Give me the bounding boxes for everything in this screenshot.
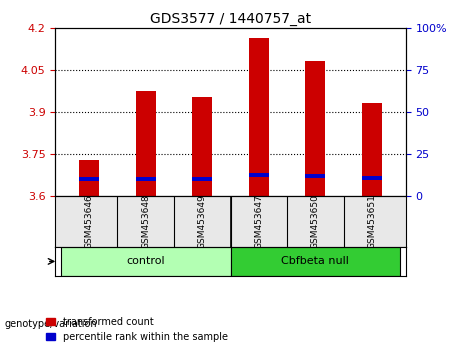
Title: GDS3577 / 1440757_at: GDS3577 / 1440757_at [150, 12, 311, 26]
Bar [192, 177, 212, 181]
Text: GSM453648: GSM453648 [141, 194, 150, 249]
Bar [249, 38, 269, 196]
Bar [79, 177, 99, 181]
FancyBboxPatch shape [61, 247, 230, 276]
Text: GSM453651: GSM453651 [367, 194, 376, 249]
FancyBboxPatch shape [230, 247, 400, 276]
Legend: transformed count, percentile rank within the sample: transformed count, percentile rank withi… [42, 313, 232, 346]
Bar [249, 173, 269, 177]
Bar [305, 61, 325, 196]
Text: Cbfbeta null: Cbfbeta null [281, 256, 349, 267]
Bar [79, 160, 99, 196]
Bar [192, 97, 212, 196]
Text: GSM453647: GSM453647 [254, 194, 263, 249]
Text: GSM453650: GSM453650 [311, 194, 320, 249]
Text: control: control [126, 256, 165, 267]
Text: genotype/variation: genotype/variation [5, 319, 97, 329]
Bar [136, 91, 156, 196]
Bar [305, 175, 325, 178]
Bar [362, 176, 382, 179]
Bar [136, 177, 156, 181]
Bar [362, 103, 382, 196]
Text: GSM453649: GSM453649 [198, 194, 207, 249]
Text: GSM453646: GSM453646 [85, 194, 94, 249]
